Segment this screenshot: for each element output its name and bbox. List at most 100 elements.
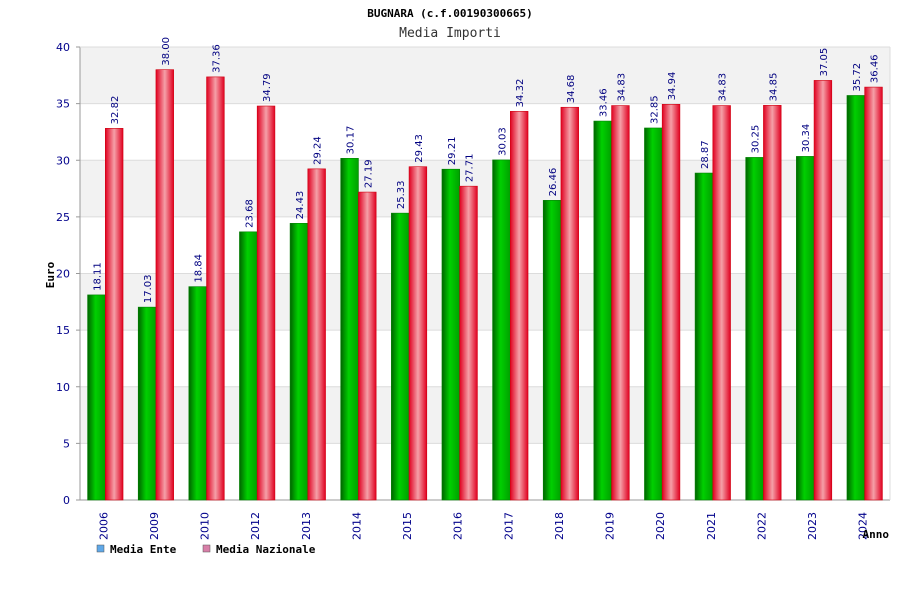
bar-media-ente-2013 — [289, 223, 309, 501]
data-label: 24.43 — [295, 191, 306, 220]
data-label: 27.71 — [465, 154, 476, 183]
x-tick-label: 2015 — [401, 512, 414, 540]
legend-swatch — [202, 544, 211, 553]
bar-media-nazionale-2019 — [611, 105, 630, 501]
bar-media-nazionale-2020 — [661, 104, 681, 501]
data-label: 38.00 — [161, 37, 172, 66]
data-label: 18.11 — [92, 262, 103, 291]
y-tick-label: 40 — [56, 41, 70, 54]
data-label: 34.83 — [718, 73, 729, 102]
data-label: 30.25 — [751, 125, 762, 154]
x-tick-label: 2023 — [806, 512, 819, 540]
bar-media-nazionale-2010 — [206, 76, 225, 501]
y-tick-label: 30 — [56, 154, 70, 167]
bar-media-ente-2019 — [593, 120, 612, 501]
data-label: 23.68 — [244, 199, 255, 228]
x-axis-ticks: 2006 2009 2010 2012 2013 2014 2015 2016 2017 2018… — [97, 512, 869, 540]
x-tick-label: 2024 — [857, 512, 870, 540]
data-label: 27.19 — [363, 159, 374, 188]
bar-media-nazionale-2023 — [813, 80, 833, 501]
data-label: 34.79 — [262, 73, 273, 102]
data-label: 34.94 — [667, 72, 678, 101]
bar-media-ente-2016 — [441, 168, 460, 501]
bar-media-nazionale-2013 — [307, 168, 326, 501]
y-tick-label: 20 — [56, 268, 70, 281]
bar-media-nazionale-2022 — [763, 105, 782, 501]
chart-subtitle: Media Importi — [399, 26, 501, 41]
bar-media-ente-2014 — [340, 158, 359, 501]
x-tick-label: 2013 — [300, 512, 313, 540]
bar-media-ente-2024 — [846, 95, 865, 501]
x-tick-label: 2018 — [553, 512, 566, 540]
y-tick-label: 5 — [63, 437, 70, 450]
bar-media-nazionale-2009 — [155, 69, 174, 501]
legend: Media Ente Media Nazionale — [96, 543, 316, 556]
y-tick-label: 35 — [56, 98, 70, 111]
legend-label: Media Ente — [110, 543, 177, 556]
y-axis-ticks: 0 5 10 15 20 25 30 35 40 — [56, 41, 70, 507]
x-tick-label: 2006 — [97, 512, 110, 540]
bar-media-nazionale-2018 — [560, 106, 579, 501]
data-labels: 18.11 32.82 17.03 38.00 18.84 37.36 23.68 34.79… — [92, 37, 880, 303]
y-tick-label: 0 — [63, 494, 70, 507]
data-label: 32.82 — [110, 96, 121, 125]
x-tick-label: 2020 — [654, 512, 667, 540]
bar-media-ente-2020 — [644, 127, 663, 501]
bar-media-nazionale-2014 — [358, 191, 377, 501]
data-label: 25.33 — [396, 180, 407, 209]
bar-media-ente-2009 — [137, 306, 157, 501]
data-label: 34.83 — [616, 73, 627, 102]
data-label: 26.46 — [548, 168, 559, 197]
data-label: 17.03 — [143, 274, 154, 303]
bar-media-ente-2006 — [87, 294, 106, 501]
bar-media-nazionale-2015 — [408, 166, 428, 501]
bar-media-nazionale-2021 — [712, 105, 731, 501]
data-label: 34.68 — [566, 75, 577, 104]
bar-media-nazionale-2017 — [510, 111, 529, 501]
y-axis-label: Euro — [44, 261, 57, 288]
bar-media-ente-2018 — [542, 200, 562, 501]
data-label: 29.43 — [414, 134, 425, 163]
data-label: 30.34 — [801, 124, 812, 153]
x-tick-label: 2021 — [705, 512, 718, 540]
x-tick-label: 2012 — [249, 512, 262, 540]
bar-media-ente-2023 — [796, 156, 815, 501]
bar-media-ente-2015 — [391, 212, 410, 501]
data-label: 35.72 — [852, 63, 863, 92]
legend-swatch — [96, 544, 105, 553]
bar-media-nazionale-2006 — [105, 128, 124, 501]
data-label: 33.46 — [599, 88, 610, 117]
chart-title: BUGNARA (c.f.00190300665) — [367, 7, 533, 20]
y-tick-label: 25 — [56, 211, 70, 224]
data-label: 32.85 — [649, 95, 660, 124]
bar-media-nazionale-2016 — [459, 185, 478, 501]
bar-media-ente-2022 — [745, 157, 764, 501]
bar-media-nazionale-2024 — [864, 86, 883, 501]
x-axis-label: Anno — [863, 528, 890, 541]
data-label: 18.84 — [194, 254, 205, 283]
data-label: 36.46 — [870, 54, 881, 83]
x-tick-label: 2019 — [604, 512, 617, 540]
y-tick-label: 10 — [56, 381, 70, 394]
data-label: 34.85 — [768, 73, 779, 102]
bar-media-nazionale-2012 — [256, 105, 276, 501]
x-tick-label: 2017 — [502, 512, 515, 540]
y-tick-label: 15 — [56, 324, 70, 337]
data-label: 28.87 — [700, 140, 711, 169]
data-label: 29.24 — [313, 136, 324, 165]
data-label: 30.17 — [346, 126, 357, 155]
x-tick-label: 2022 — [755, 512, 768, 540]
x-tick-label: 2014 — [350, 512, 363, 540]
data-label: 29.21 — [447, 137, 458, 166]
x-tick-label: 2010 — [199, 512, 212, 540]
x-tick-label: 2016 — [452, 512, 465, 540]
data-label: 30.03 — [497, 127, 508, 156]
bar-media-ente-2010 — [188, 286, 207, 501]
legend-label: Media Nazionale — [216, 543, 316, 556]
data-label: 37.05 — [819, 48, 830, 77]
x-tick-label: 2009 — [148, 512, 161, 540]
bar-media-ente-2012 — [239, 231, 258, 501]
bars — [87, 69, 883, 501]
data-label: 37.36 — [211, 44, 222, 73]
